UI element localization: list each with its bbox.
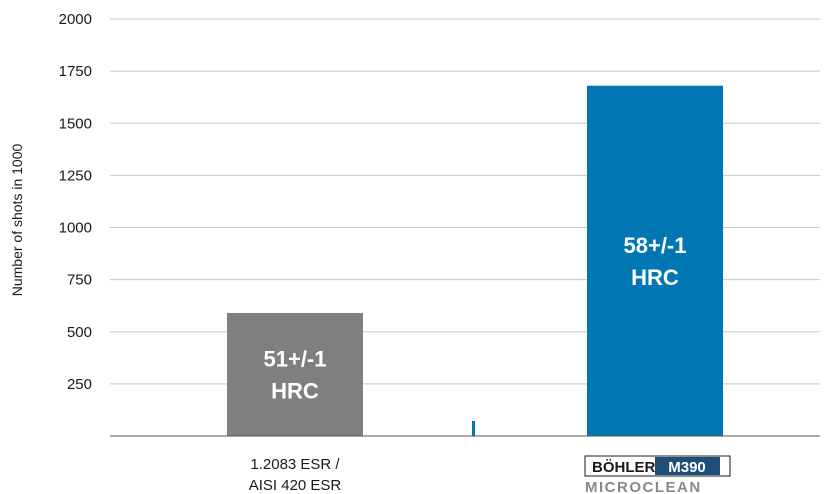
center-marker [472, 421, 475, 436]
y-tick-label: 250 [67, 376, 92, 393]
bar-data-label: HRC [631, 265, 679, 290]
logo-grade-background [655, 457, 720, 475]
logo-brand: BÖHLER [592, 459, 656, 476]
y-axis-title: Number of shots in 1000 [9, 144, 25, 297]
logo-grade: M390 [668, 459, 706, 476]
bar-data-label: 51+/-1 [264, 346, 327, 371]
y-tick-label: 500 [67, 324, 92, 341]
y-tick-label: 2000 [59, 11, 92, 28]
y-tick-label: 1250 [59, 167, 92, 184]
y-tick-label: 1500 [59, 115, 92, 132]
bar-data-label: HRC [271, 378, 319, 403]
y-tick-labels: 250 500 750 1000 1250 1500 1750 2000 [59, 11, 92, 393]
y-tick-label: 1750 [59, 63, 92, 80]
bars: 51+/-1 HRC 58+/-1 HRC [227, 85, 723, 436]
bar [587, 85, 723, 436]
x-category-label: 1.2083 ESR / [250, 456, 340, 473]
bohler-m390-microclean-logo: BÖHLER M390 MICROCLEAN [584, 455, 731, 494]
logo-microclean: MICROCLEAN [585, 479, 702, 494]
category-labels: 1.2083 ESR / AISI 420 ESR [249, 456, 342, 494]
x-category-label: AISI 420 ESR [249, 477, 342, 494]
bar-data-label: 58+/-1 [624, 233, 687, 258]
bar [227, 312, 363, 436]
y-tick-label: 750 [67, 272, 92, 289]
y-tick-label: 1000 [59, 220, 92, 237]
